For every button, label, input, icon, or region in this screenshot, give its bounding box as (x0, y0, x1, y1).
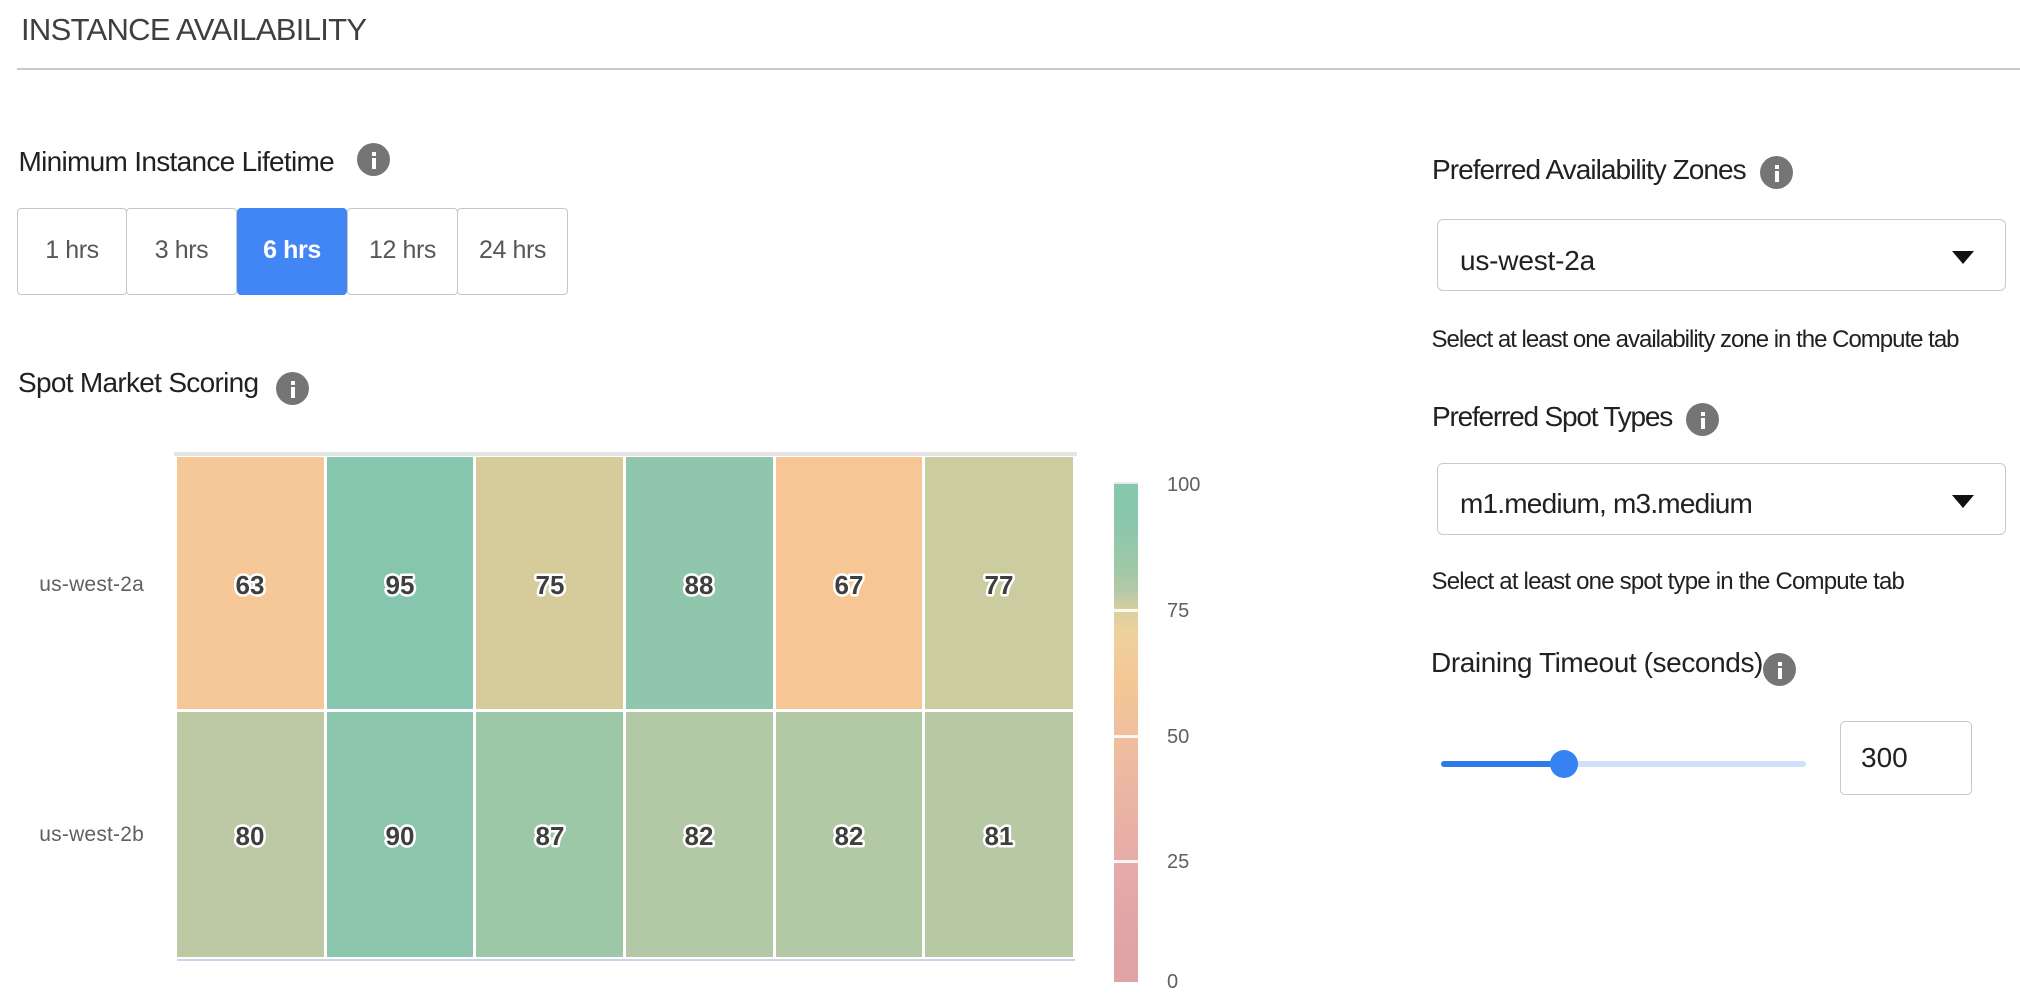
svg-text:67: 67 (835, 570, 864, 600)
svg-text:88: 88 (685, 570, 714, 600)
svg-text:80: 80 (236, 821, 265, 851)
svg-text:63: 63 (236, 570, 265, 600)
svg-text:75: 75 (536, 570, 565, 600)
svg-text:82: 82 (835, 821, 864, 851)
svg-text:81: 81 (985, 821, 1014, 851)
svg-text:82: 82 (685, 821, 714, 851)
svg-text:95: 95 (386, 570, 415, 600)
svg-text:87: 87 (536, 821, 565, 851)
svg-text:90: 90 (386, 821, 415, 851)
svg-text:77: 77 (985, 570, 1014, 600)
